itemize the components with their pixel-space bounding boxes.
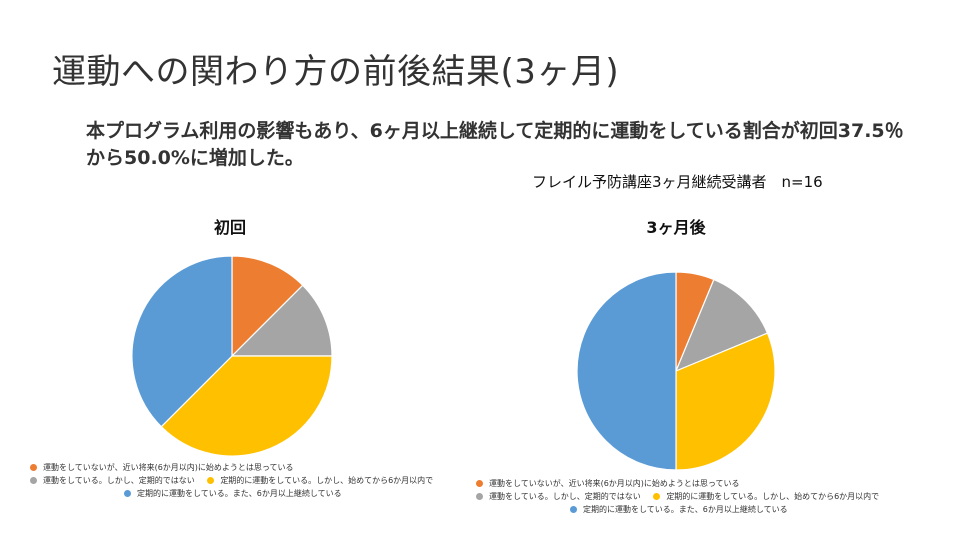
legend-marker-yellow — [653, 493, 661, 500]
slide-subtitle: 本プログラム利用の影響もあり、6ヶ月以上継続して定期的に運動をしている割合が初回… — [86, 120, 904, 169]
legend-item-4: 定期的に運動をしている。また、6か月以上継続している — [124, 487, 342, 500]
chart-2-title: 3ヶ月後 — [646, 218, 706, 237]
legend-item-3: 定期的に運動をしている。しかし、始めてから6か月以内で — [207, 474, 433, 487]
slice-regular-over-6m — [131, 255, 233, 428]
legend-label: 運動をしていないが、近い将来(6か月以内)に始めようとは思っている — [489, 479, 740, 488]
legend-marker-gray — [476, 493, 483, 500]
legend-label: 定期的に運動をしている。しかし、始めてから6か月以内で — [666, 492, 880, 501]
legend-label: 運動をしている。しかし、定期的ではない — [489, 492, 641, 501]
legend-item-1: 運動をしていないが、近い将来(6か月以内)に始めようとは思っている — [30, 461, 294, 474]
legend-after: 運動をしていないが、近い将来(6か月以内)に始めようとは思っている 運動をしてい… — [476, 477, 889, 516]
slice-regular-over-6m — [576, 271, 677, 471]
legend-marker-orange — [30, 464, 37, 471]
slice-preparation — [231, 255, 304, 358]
legend-item-3: 定期的に運動をしている。しかし、始めてから6か月以内で — [653, 490, 879, 503]
legend-marker-blue — [570, 506, 577, 513]
legend-marker-yellow — [207, 477, 215, 484]
sample-note: フレイル予防講座3ヶ月継続受講者 n=16 — [532, 173, 823, 191]
legend-label: 運動をしていないが、近い将来(6か月以内)に始めようとは思っている — [43, 463, 294, 472]
legend-marker-orange — [476, 480, 483, 487]
slice-irregular — [674, 278, 769, 373]
legend-marker-blue — [124, 490, 131, 497]
legend-label: 定期的に運動をしている。しかし、始めてから6か月以内で — [220, 476, 434, 485]
pie-chart-initial — [131, 255, 333, 457]
pie-chart-after — [576, 271, 776, 471]
legend-item-4: 定期的に運動をしている。また、6か月以上継続している — [570, 503, 788, 516]
slice-irregular — [230, 284, 333, 357]
legend-item-1: 運動をしていないが、近い将来(6か月以内)に始めようとは思っている — [476, 477, 740, 490]
slice-regular-under-6m — [160, 355, 333, 457]
chart-1-title: 初回 — [213, 218, 247, 237]
legend-initial: 運動をしていないが、近い将来(6か月以内)に始めようとは思っている 運動をしてい… — [30, 461, 443, 500]
legend-label: 定期的に運動をしている。また、6か月以上継続している — [137, 489, 342, 498]
slide-title: 運動への関わり方の前後結果(3ヶ月) — [52, 52, 620, 92]
legend-label: 定期的に運動をしている。また、6か月以上継続している — [583, 505, 788, 514]
legend-label: 運動をしている。しかし、定期的ではない — [43, 476, 195, 485]
legend-marker-gray — [30, 477, 37, 484]
slice-regular-under-6m — [675, 332, 776, 471]
legend-item-2: 運動をしている。しかし、定期的ではない — [30, 474, 195, 487]
legend-item-2: 運動をしている。しかし、定期的ではない — [476, 490, 641, 503]
